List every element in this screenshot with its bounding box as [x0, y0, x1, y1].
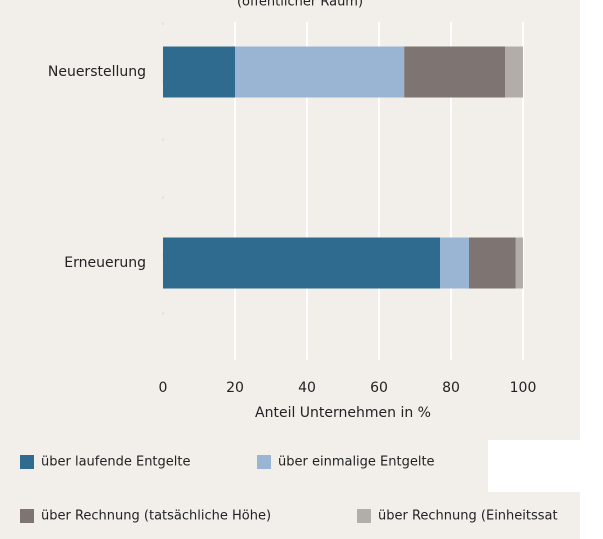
- x-tick-label: 40: [298, 380, 316, 396]
- bar-segment: [163, 237, 441, 289]
- bar-segment: [515, 237, 523, 289]
- bar-segment: [404, 46, 505, 98]
- bar-segment: [505, 46, 523, 98]
- legend-swatch: [257, 455, 271, 469]
- blank-area: [488, 440, 603, 492]
- x-tick-label: 80: [442, 380, 460, 396]
- legend-label: über Rechnung (Einheitssat: [378, 509, 558, 524]
- legend-label: über einmalige Entgelte: [278, 455, 435, 470]
- bar-segment: [235, 46, 405, 98]
- x-tick-label: 60: [370, 380, 388, 396]
- bar-segment: [440, 237, 469, 289]
- y-tick-label: Neuerstellung: [48, 64, 146, 80]
- y-tick-label: Erneuerung: [64, 255, 146, 271]
- legend-label: über Rechnung (tatsächliche Höhe): [41, 509, 271, 524]
- legend-label: über laufende Entgelte: [41, 455, 191, 470]
- bar-segment: [469, 237, 516, 289]
- legend-swatch: [20, 455, 34, 469]
- x-tick-label: 20: [226, 380, 244, 396]
- x-tick-label: 100: [510, 380, 537, 396]
- x-axis-label: Anteil Unternehmen in %: [255, 405, 431, 421]
- legend-swatch: [357, 509, 371, 523]
- chart-title: (öffentlicher Raum): [237, 0, 363, 10]
- legend-swatch: [20, 509, 34, 523]
- bar-segment: [163, 46, 235, 98]
- x-tick-label: 0: [159, 380, 168, 396]
